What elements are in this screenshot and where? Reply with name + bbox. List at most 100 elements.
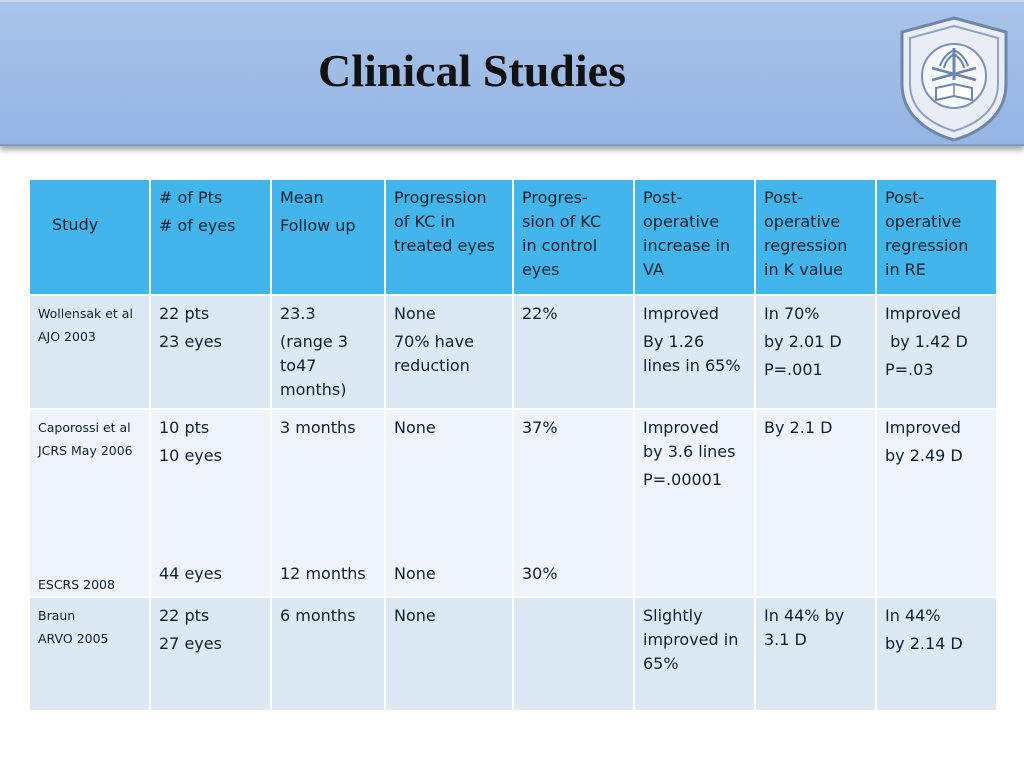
header-line: Post- xyxy=(885,188,925,207)
cell-line: lines in 65% xyxy=(643,356,741,375)
cell-k-value: In 44% by 3.1 D xyxy=(754,596,877,712)
cell-progression-control: 22% xyxy=(512,294,635,410)
cell-line: 23.3 xyxy=(280,304,316,323)
university-seal-icon xyxy=(892,14,1016,142)
header-line: regression xyxy=(885,236,969,255)
cell-patients: 22 pts 27 eyes xyxy=(149,596,272,712)
cell-line: 22% xyxy=(522,304,558,323)
cell-line: Improved xyxy=(885,304,961,323)
cell-followup: 23.3 (range 3 to47 months) xyxy=(270,294,386,410)
cell-line: In 44% by xyxy=(764,606,845,625)
cell-line: P=.03 xyxy=(885,360,934,379)
cell-line: 70% have xyxy=(394,332,474,351)
cell-line: None xyxy=(394,304,436,323)
header-line: increase in xyxy=(643,236,731,255)
cell-line: Wollensak et al xyxy=(38,306,133,321)
clinical-studies-table: Study # of Pts # of eyes Mean Follow up … xyxy=(28,178,998,712)
table-row: Wollensak et al AJO 2003 22 pts 23 eyes … xyxy=(28,294,998,410)
header-re: Post- operative regression in RE xyxy=(875,178,998,296)
header-followup: Mean Follow up xyxy=(270,178,386,296)
cell-line: ESCRS 2008 xyxy=(38,577,115,592)
header-line: Follow up xyxy=(280,216,356,235)
cell-k-value: By 2.1 D xyxy=(754,408,877,598)
header-progression-treated: Progression of KC in treated eyes xyxy=(384,178,514,296)
header-line: regression xyxy=(764,236,848,255)
header-line: VA xyxy=(643,260,664,279)
cell-line: Improved xyxy=(643,304,719,323)
header-line: operative xyxy=(643,212,720,231)
header-line: of KC in xyxy=(394,212,455,231)
cell-progression-treated: None xyxy=(384,596,514,712)
cell-line: 10 eyes xyxy=(159,446,222,465)
header-line: Post- xyxy=(764,188,804,207)
cell-line: None xyxy=(394,418,436,437)
cell-patients: 10 pts 10 eyes 44 eyes xyxy=(149,408,272,598)
header-line: Progression xyxy=(394,188,487,207)
cell-line: (range 3 xyxy=(280,332,349,351)
cell-line: reduction xyxy=(394,356,470,375)
header-line: # of Pts xyxy=(159,188,223,207)
cell-line: 6 months xyxy=(280,606,356,625)
cell-line: None xyxy=(394,564,436,583)
cell-line: 3 months xyxy=(280,418,356,437)
header-line: eyes xyxy=(522,260,560,279)
cell-line: 23 eyes xyxy=(159,332,222,351)
table-header-row: Study # of Pts # of eyes Mean Follow up … xyxy=(28,178,998,296)
cell-line: by 2.49 D xyxy=(885,446,963,465)
cell-va: Improved by 3.6 lines P=.00001 xyxy=(633,408,756,598)
cell-progression-control xyxy=(512,596,635,712)
header-line: Study xyxy=(52,215,99,234)
cell-line: Improved xyxy=(643,418,719,437)
cell-line: AJO 2003 xyxy=(38,329,96,344)
header-line: in K value xyxy=(764,260,843,279)
cell-line: improved in xyxy=(643,630,739,649)
cell-line: by 3.6 lines xyxy=(643,442,736,461)
cell-line: 44 eyes xyxy=(159,564,222,583)
cell-line: by 1.42 D xyxy=(885,332,968,351)
cell-line: In 70% xyxy=(764,304,820,323)
header-line: treated eyes xyxy=(394,236,495,255)
page-title: Clinical Studies xyxy=(317,45,626,96)
cell-line: 3.1 D xyxy=(764,630,807,649)
cell-re: In 44% by 2.14 D xyxy=(875,596,998,712)
cell-line: to47 xyxy=(280,356,317,375)
header-line: in RE xyxy=(885,260,926,279)
header-line: Progres- xyxy=(522,188,588,207)
cell-study: Wollensak et al AJO 2003 xyxy=(28,294,151,410)
cell-line: by 2.01 D xyxy=(764,332,842,351)
cell-line: JCRS May 2006 xyxy=(38,443,133,458)
cell-progression-treated: None None xyxy=(384,408,514,598)
cell-va: Slightly improved in 65% xyxy=(633,596,756,712)
cell-followup: 6 months xyxy=(270,596,386,712)
cell-patients: 22 pts 23 eyes xyxy=(149,294,272,410)
cell-line: 12 months xyxy=(280,564,366,583)
cell-progression-control: 37% 30% xyxy=(512,408,635,598)
cell-study: Braun ARVO 2005 xyxy=(28,596,151,712)
cell-line: P=.001 xyxy=(764,360,823,379)
cell-line: 10 pts xyxy=(159,418,210,437)
cell-line: by 2.14 D xyxy=(885,634,963,653)
cell-line: Slightly xyxy=(643,606,703,625)
cell-line: 65% xyxy=(643,654,679,673)
header-progression-control: Progres- sion of KC in control eyes xyxy=(512,178,635,296)
cell-line: 30% xyxy=(522,564,558,583)
cell-line: 22 pts xyxy=(159,606,210,625)
cell-line: 27 eyes xyxy=(159,634,222,653)
header-line: sion of KC xyxy=(522,212,602,231)
cell-progression-treated: None 70% have reduction xyxy=(384,294,514,410)
cell-line: None xyxy=(394,606,436,625)
cell-line: By 1.26 xyxy=(643,332,705,351)
cell-line: months) xyxy=(280,380,347,399)
cell-re: Improved by 2.49 D xyxy=(875,408,998,598)
cell-line: Improved xyxy=(885,418,961,437)
header-line: in control xyxy=(522,236,598,255)
header-line: operative xyxy=(885,212,962,231)
cell-study: Caporossi et al JCRS May 2006 ESCRS 2008 xyxy=(28,408,151,598)
header-k-value: Post- operative regression in K value xyxy=(754,178,877,296)
cell-line: ARVO 2005 xyxy=(38,631,109,646)
cell-line: 37% xyxy=(522,418,558,437)
cell-re: Improved by 1.42 D P=.03 xyxy=(875,294,998,410)
cell-line: By 2.1 D xyxy=(764,418,833,437)
header-line: Mean xyxy=(280,188,324,207)
header-study: Study xyxy=(28,178,151,296)
